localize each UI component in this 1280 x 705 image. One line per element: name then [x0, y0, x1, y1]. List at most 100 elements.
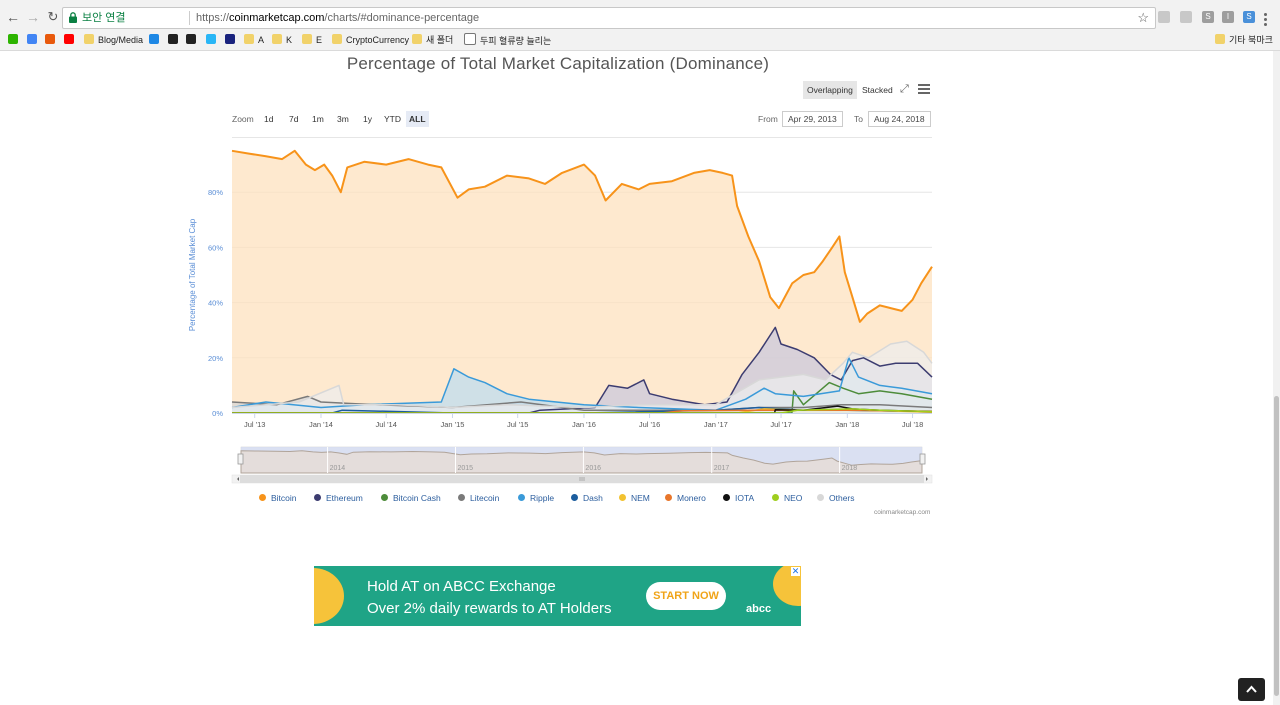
bookmark-shortcut[interactable] [45, 33, 59, 47]
mode-overlapping-button[interactable]: Overlapping [803, 81, 857, 99]
bookmark-blog-media[interactable]: Blog/Media [84, 33, 143, 47]
chart-credits[interactable]: coinmarketcap.com [874, 509, 931, 516]
bookmark-shortcut[interactable] [225, 33, 239, 47]
chart-menu-icon[interactable] [918, 84, 930, 96]
y-axis-title: Percentage of Total Market Cap [188, 218, 197, 331]
bookmark-shortcut[interactable] [8, 33, 22, 47]
legend-label: Dash [583, 493, 603, 503]
other-bookmarks-label: 기타 북마크 [1229, 35, 1273, 45]
bookmark-k[interactable]: K [272, 33, 292, 47]
bookmark-shortcut[interactable] [64, 33, 78, 47]
from-date-input[interactable]: Apr 29, 2013 [782, 111, 843, 127]
bookmark-label: A [258, 35, 265, 45]
bookmark-shortcut[interactable] [168, 33, 182, 47]
x-tick-label: Jul '13 [244, 420, 265, 429]
extension-icon[interactable]: I [1222, 11, 1234, 23]
ad-close-icon[interactable]: ✕ [791, 566, 800, 576]
folder-icon [84, 34, 94, 44]
lock-icon [69, 12, 77, 23]
lock-site-icon [168, 34, 178, 44]
legend-item-dash[interactable]: Dash [571, 492, 603, 504]
folder-icon [412, 34, 422, 44]
google-icon [27, 34, 37, 44]
scroll-to-top-button[interactable] [1238, 678, 1265, 701]
green-n-icon [8, 34, 18, 44]
address-divider [189, 11, 190, 25]
series-line-others[interactable] [231, 340, 933, 409]
folder-icon [272, 34, 282, 44]
legend-item-monero[interactable]: Monero [665, 492, 706, 504]
series-line-ripple[interactable] [231, 357, 933, 411]
bookmark-shortcut[interactable] [149, 33, 163, 47]
bookmark-cryptocurrency[interactable]: CryptoCurrency [332, 33, 409, 47]
ad-subheadline: Over 2% daily rewards to AT Holders [367, 600, 612, 617]
forward-icon[interactable]: → [26, 9, 40, 25]
bookmark-shortcut[interactable] [27, 33, 41, 47]
legend-item-litecoin[interactable]: Litecoin [458, 492, 499, 504]
legend-item-ethereum[interactable]: Ethereum [314, 492, 363, 504]
page-scrollbar[interactable] [1273, 51, 1280, 705]
to-date-input[interactable]: Aug 24, 2018 [868, 111, 931, 127]
legend-item-nem[interactable]: NEM [619, 492, 650, 504]
zoom-1d-button[interactable]: 1d [264, 114, 274, 124]
url-text: https://coinmarketcap.com/charts/#domina… [196, 8, 479, 28]
zoom-3m-button[interactable]: 3m [337, 114, 349, 124]
legend-marker-icon [518, 494, 525, 501]
other-bookmarks[interactable]: 기타 북마크 [1215, 33, 1273, 47]
x-tick-label: Jul '17 [770, 420, 791, 429]
extension-icon[interactable]: S [1202, 11, 1214, 23]
url-path: /charts/#dominance-percentage [324, 12, 480, 24]
mode-stacked-button[interactable]: Stacked [862, 85, 893, 95]
ad-banner[interactable]: Hold AT on ABCC Exchange Over 2% daily r… [314, 566, 801, 626]
legend-item-ripple[interactable]: Ripple [518, 492, 554, 504]
navigator-left-handle[interactable] [237, 453, 244, 465]
series-area-others [232, 341, 932, 413]
legend-label: Litecoin [470, 493, 500, 503]
address-bar[interactable]: 보안 연결 https://coinmarketcap.com/charts/#… [62, 7, 1156, 29]
x-tick-label: Jul '14 [375, 420, 396, 429]
bookmark-a[interactable]: A [244, 33, 264, 47]
zoom-7d-button[interactable]: 7d [289, 114, 299, 124]
bookmark--[interactable]: 두피 혈류량 늘리는 [464, 33, 551, 47]
navigator-right-handle[interactable] [919, 453, 926, 465]
zoom-1m-button[interactable]: 1m [312, 114, 324, 124]
bookmark-e[interactable]: E [302, 33, 322, 47]
series-line-ethereum[interactable] [232, 326, 933, 414]
swirl-icon [186, 34, 196, 44]
browser-toolbar: ← → ↻ 보안 연결 https://coinmarketcap.com/ch… [0, 5, 1280, 30]
ad-start-now-button[interactable]: START NOW [646, 582, 726, 610]
legend-marker-icon [723, 494, 730, 501]
legend-item-bitcoin[interactable]: Bitcoin [259, 492, 297, 504]
bookmark-shortcut[interactable] [206, 33, 220, 47]
extension-icon[interactable] [1180, 11, 1192, 23]
page-icon [464, 33, 476, 45]
legend-item-iota[interactable]: IOTA [723, 492, 754, 504]
browser-menu-icon[interactable] [1264, 13, 1267, 28]
fullscreen-icon[interactable]: ⤢ [900, 83, 909, 95]
series-line-bitcoin[interactable] [231, 149, 933, 323]
reload-icon[interactable]: ↻ [47, 9, 59, 24]
bookmark-shortcut[interactable] [186, 33, 200, 47]
scroll-right-arrow-icon[interactable] [926, 477, 928, 481]
zoom-all-button[interactable]: ALL [406, 111, 429, 127]
zoom-ytd-button[interactable]: YTD [384, 114, 401, 124]
bookmark-star-icon[interactable]: ☆ [1137, 10, 1149, 25]
legend-item-others[interactable]: Others [817, 492, 855, 504]
back-icon[interactable]: ← [6, 9, 20, 25]
series-line-bitcoin-cash[interactable] [232, 381, 933, 414]
cloud-icon [206, 34, 216, 44]
bookmark--[interactable]: 새 폴더 [412, 33, 453, 47]
scroll-left-arrow-icon[interactable] [237, 477, 239, 481]
legend-item-neo[interactable]: NEO [772, 492, 802, 504]
navigator-label: 2017 [714, 465, 730, 472]
zoom-label: Zoom [232, 114, 254, 124]
extension-icon[interactable] [1158, 11, 1170, 23]
extension-icon[interactable]: S [1243, 11, 1255, 23]
legend-item-bitcoin-cash[interactable]: Bitcoin Cash [381, 492, 441, 504]
scrollbar-thumb[interactable] [1274, 396, 1279, 696]
y-tick-label: 40% [208, 299, 223, 308]
zoom-1y-button[interactable]: 1y [363, 114, 372, 124]
ad-headline: Hold AT on ABCC Exchange [367, 578, 556, 595]
legend-label: Ripple [530, 493, 555, 503]
